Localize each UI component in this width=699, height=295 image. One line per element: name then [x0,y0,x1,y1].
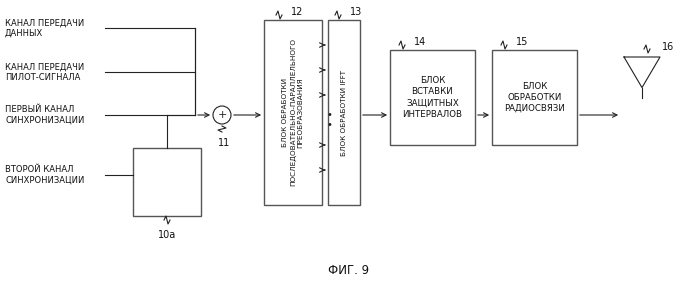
Text: БЛОК
ОБРАБОТКИ
РАДИОСВЯЗИ: БЛОК ОБРАБОТКИ РАДИОСВЯЗИ [504,82,565,113]
Bar [328,20,360,205]
Bar [492,50,577,145]
Text: ВТОРОЙ КАНАЛ
СИНХРОНИЗАЦИИ: ВТОРОЙ КАНАЛ СИНХРОНИЗАЦИИ [5,165,85,185]
Text: БЛОК ОБРАБОТКИ
ПОСЛЕДОВАТЕЛЬНО-ПАРАЛЛЕЛЬНОГО
ПРЕОБРАЗОВАНИЯ: БЛОК ОБРАБОТКИ ПОСЛЕДОВАТЕЛЬНО-ПАРАЛЛЕЛЬ… [282,39,303,186]
Text: 10a: 10a [158,230,176,240]
Text: +: + [217,110,226,120]
Bar [264,20,322,205]
Text: 12: 12 [291,7,303,17]
Text: •: • [326,120,332,130]
Bar [133,148,201,216]
Text: КАНАЛ ПЕРЕДАЧИ
ПИЛОТ-СИГНАЛА: КАНАЛ ПЕРЕДАЧИ ПИЛОТ-СИГНАЛА [5,62,85,82]
Text: КАНАЛ ПЕРЕДАЧИ
ДАННЫХ: КАНАЛ ПЕРЕДАЧИ ДАННЫХ [5,18,85,38]
Text: •: • [326,110,332,120]
Text: 16: 16 [662,42,675,52]
Text: 11: 11 [218,138,230,148]
Text: ПЕРВЫЙ КАНАЛ
СИНХРОНИЗАЦИИ: ПЕРВЫЙ КАНАЛ СИНХРОНИЗАЦИИ [5,105,85,125]
Text: 15: 15 [516,37,528,47]
Text: 14: 14 [414,37,426,47]
Text: БЛОК
ВСТАВКИ
ЗАЩИТНЫХ
ИНТЕРВАЛОВ: БЛОК ВСТАВКИ ЗАЩИТНЫХ ИНТЕРВАЛОВ [403,76,463,119]
Bar [390,50,475,145]
Text: ФИГ. 9: ФИГ. 9 [329,263,370,276]
Text: БЛОК ОБРАБОТКИ IFFT: БЛОК ОБРАБОТКИ IFFT [341,70,347,155]
Text: 13: 13 [350,7,362,17]
